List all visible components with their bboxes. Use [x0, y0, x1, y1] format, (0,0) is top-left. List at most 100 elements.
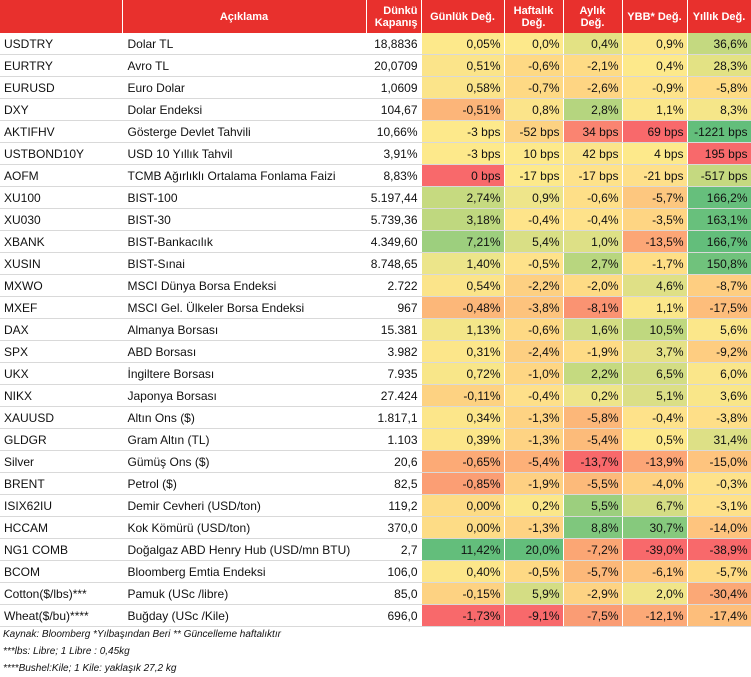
table-body: USDTRY Dolar TL 18,8836 0,05% 0,0% 0,4% 0,9% 36…: [0, 33, 751, 627]
row-yearly-change: 166,2%: [687, 186, 751, 209]
row-yearly-change: -15,0%: [687, 450, 751, 473]
row-ytd-change: -5,7%: [622, 186, 688, 209]
header-description: Açıklama: [122, 0, 367, 33]
row-yearly-change: -14,0%: [687, 516, 751, 539]
row-daily-change: 11,42%: [421, 538, 505, 561]
row-daily-change: -3 bps: [421, 142, 505, 165]
row-code: NG1 COMB: [0, 538, 123, 561]
row-monthly-change: -5,5%: [563, 472, 623, 495]
row-close: 20,0709: [366, 54, 422, 77]
row-yearly-change: 3,6%: [687, 384, 751, 407]
row-monthly-change: -17 bps: [563, 164, 623, 187]
row-description: MSCI Gel. Ülkeler Borsa Endeksi: [122, 296, 367, 319]
table-row: BRENT Petrol ($) 82,5 -0,85% -1,9% -5,5% -4,0%…: [0, 472, 751, 495]
row-description: BIST-Sınai: [122, 252, 367, 275]
table-row: MXEF MSCI Gel. Ülkeler Borsa Endeksi 967 -0…: [0, 296, 751, 319]
row-ytd-change: -0,9%: [622, 76, 688, 99]
row-close: 10,66%: [366, 120, 422, 143]
row-monthly-change: 42 bps: [563, 142, 623, 165]
row-close: 106,0: [366, 560, 422, 583]
row-ytd-change: -6,1%: [622, 560, 688, 583]
row-daily-change: 0,54%: [421, 274, 505, 297]
row-daily-change: -0,51%: [421, 98, 505, 121]
row-daily-change: -0,11%: [421, 384, 505, 407]
row-code: Wheat($/bu)****: [0, 604, 123, 627]
row-close: 1.817,1: [366, 406, 422, 429]
row-monthly-change: -2,9%: [563, 582, 623, 605]
row-daily-change: 0,34%: [421, 406, 505, 429]
row-ytd-change: 69 bps: [622, 120, 688, 143]
row-code: EURTRY: [0, 54, 123, 77]
row-close: 3,91%: [366, 142, 422, 165]
row-ytd-change: -4,0%: [622, 472, 688, 495]
row-daily-change: -0,15%: [421, 582, 505, 605]
row-description: Pamuk (USc /libre): [122, 582, 367, 605]
row-monthly-change: -5,8%: [563, 406, 623, 429]
row-daily-change: 7,21%: [421, 230, 505, 253]
header-code: [0, 0, 123, 33]
row-ytd-change: -3,5%: [622, 208, 688, 231]
row-description: Dolar TL: [122, 33, 367, 55]
row-close: 15.381: [366, 318, 422, 341]
table-row: EURUSD Euro Dolar 1,0609 0,58% -0,7% -2,6% -0,…: [0, 76, 751, 99]
row-yearly-change: -30,4%: [687, 582, 751, 605]
row-yearly-change: 5,6%: [687, 318, 751, 341]
row-weekly-change: -0,5%: [504, 252, 564, 275]
row-monthly-change: -0,4%: [563, 208, 623, 231]
row-weekly-change: -0,7%: [504, 76, 564, 99]
row-description: Gösterge Devlet Tahvili: [122, 120, 367, 143]
row-weekly-change: -1,3%: [504, 516, 564, 539]
row-ytd-change: 2,0%: [622, 582, 688, 605]
row-ytd-change: 4 bps: [622, 142, 688, 165]
row-monthly-change: 0,4%: [563, 33, 623, 55]
row-close: 104,67: [366, 98, 422, 121]
row-ytd-change: 0,4%: [622, 54, 688, 77]
table-row: USTBOND10Y USD 10 Yıllık Tahvil 3,91% -3 bp…: [0, 142, 751, 165]
table-row: XUSIN BIST-Sınai 8.748,65 1,40% -0,5% 2,7% -1,…: [0, 252, 751, 275]
row-yearly-change: -17,4%: [687, 604, 751, 627]
row-weekly-change: -2,2%: [504, 274, 564, 297]
row-yearly-change: -38,9%: [687, 538, 751, 561]
table-row: AOFM TCMB Ağırlıklı Ortalama Fonlama Faiz…: [0, 164, 751, 187]
row-close: 967: [366, 296, 422, 319]
row-ytd-change: -21 bps: [622, 164, 688, 187]
table-row: DAX Almanya Borsası 15.381 1,13% -0,6% 1,6% 10…: [0, 318, 751, 341]
row-close: 2,7: [366, 538, 422, 561]
table-header-row: Açıklama Dünkü Kapanış Günlük Değ. Hafta…: [0, 0, 751, 33]
row-close: 1,0609: [366, 76, 422, 99]
row-ytd-change: -1,7%: [622, 252, 688, 275]
row-weekly-change: 5,4%: [504, 230, 564, 253]
row-description: Doğalgaz ABD Henry Hub (USD/mn BTU): [122, 538, 367, 561]
row-daily-change: -0,85%: [421, 472, 505, 495]
row-daily-change: 3,18%: [421, 208, 505, 231]
row-code: NIKX: [0, 384, 123, 407]
row-daily-change: -0,48%: [421, 296, 505, 319]
row-ytd-change: 1,1%: [622, 98, 688, 121]
row-daily-change: -3 bps: [421, 120, 505, 143]
row-ytd-change: 3,7%: [622, 340, 688, 363]
row-yearly-change: -0,3%: [687, 472, 751, 495]
row-monthly-change: -8,1%: [563, 296, 623, 319]
row-description: Petrol ($): [122, 472, 367, 495]
header-close: Dünkü Kapanış: [366, 0, 422, 33]
header-weekly-change: Haftalık Değ.: [504, 0, 564, 33]
table-row: EURTRY Avro TL 20,0709 0,51% -0,6% -2,1% 0,4% 2…: [0, 54, 751, 77]
row-yearly-change: 31,4%: [687, 428, 751, 451]
row-code: XU030: [0, 208, 123, 231]
row-description: Almanya Borsası: [122, 318, 367, 341]
row-monthly-change: 1,0%: [563, 230, 623, 253]
row-daily-change: 0,00%: [421, 516, 505, 539]
row-ytd-change: -13,9%: [622, 450, 688, 473]
header-monthly-change: Aylık Değ.: [563, 0, 623, 33]
row-weekly-change: -9,1%: [504, 604, 564, 627]
row-yearly-change: 6,0%: [687, 362, 751, 385]
row-close: 5.739,36: [366, 208, 422, 231]
row-ytd-change: 0,5%: [622, 428, 688, 451]
row-description: Buğday (USc /Kile): [122, 604, 367, 627]
row-weekly-change: -1,3%: [504, 406, 564, 429]
row-daily-change: 0,00%: [421, 494, 505, 517]
row-monthly-change: -5,7%: [563, 560, 623, 583]
row-monthly-change: -2,1%: [563, 54, 623, 77]
row-description: Avro TL: [122, 54, 367, 77]
row-daily-change: 0 bps: [421, 164, 505, 187]
